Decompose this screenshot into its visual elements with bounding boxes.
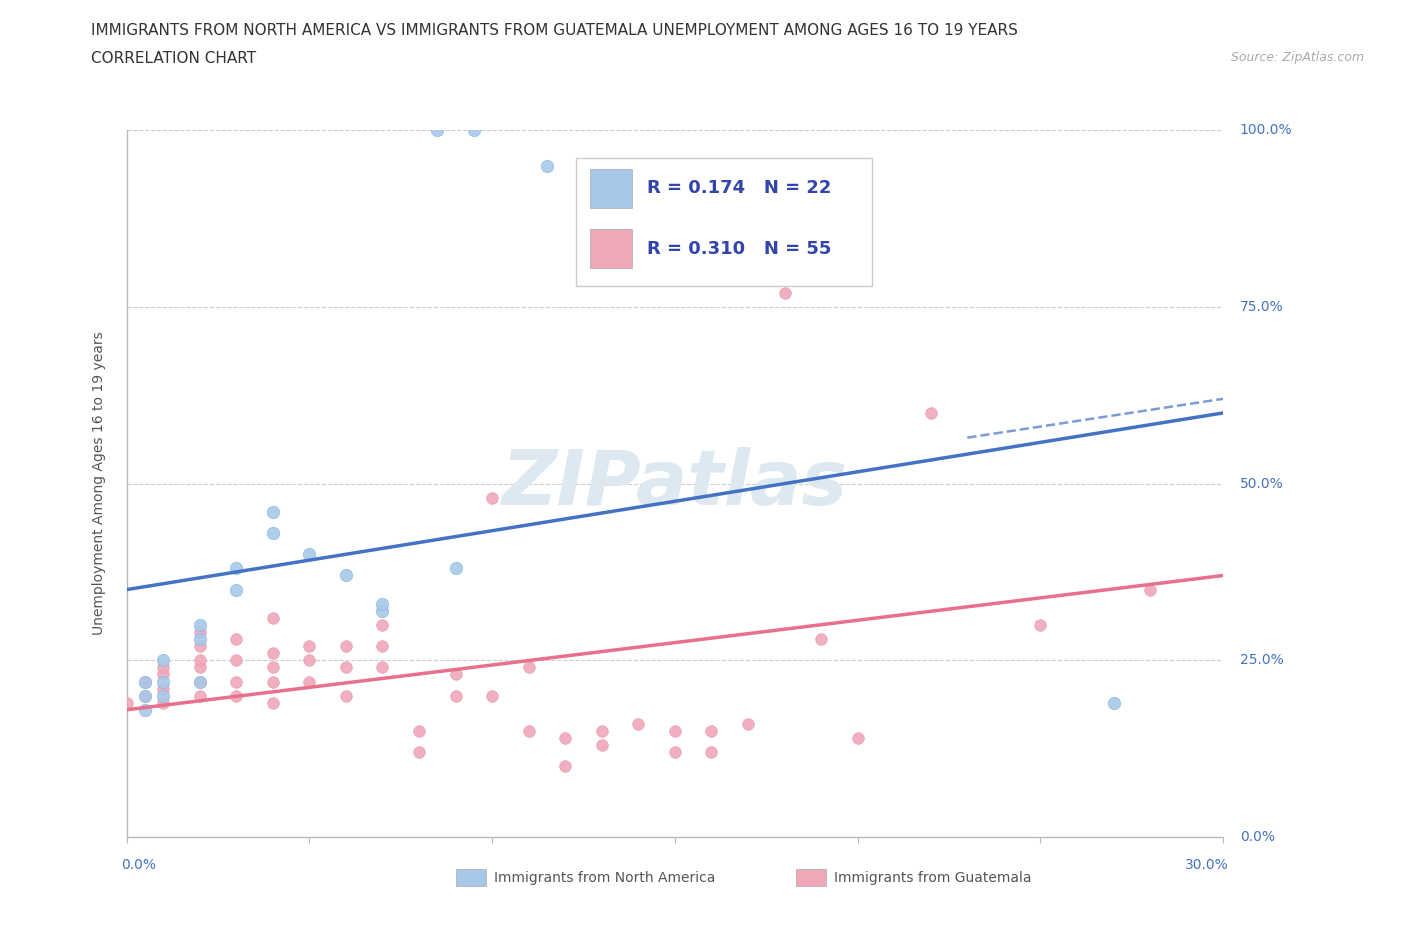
Point (408, 724, 430, 738)
Point (152, 696, 174, 711)
Point (225, 561, 247, 576)
Y-axis label: Unemployment Among Ages 16 to 19 years: Unemployment Among Ages 16 to 19 years (91, 332, 105, 635)
Point (1029, 618, 1052, 632)
Point (1102, 696, 1125, 711)
Point (188, 631, 211, 646)
FancyBboxPatch shape (591, 169, 633, 208)
Point (225, 631, 247, 646)
FancyBboxPatch shape (456, 869, 486, 886)
Point (225, 688, 247, 703)
Text: CORRELATION CHART: CORRELATION CHART (91, 51, 256, 66)
Point (371, 639, 394, 654)
Point (371, 604, 394, 618)
Text: 100.0%: 100.0% (1240, 123, 1292, 138)
Point (664, 745, 686, 760)
Point (225, 582, 247, 597)
Point (444, 667, 467, 682)
Point (262, 610, 284, 625)
Point (700, 724, 723, 738)
Point (188, 674, 211, 689)
Point (188, 660, 211, 675)
Point (737, 716, 759, 731)
Point (188, 653, 211, 668)
Text: 0.0%: 0.0% (1240, 830, 1275, 844)
Point (225, 674, 247, 689)
Point (262, 696, 284, 711)
Point (371, 596, 394, 611)
Point (152, 653, 174, 668)
Point (920, 405, 942, 420)
Point (134, 674, 156, 689)
FancyBboxPatch shape (576, 158, 872, 286)
Point (627, 716, 650, 731)
Point (152, 681, 174, 696)
Text: 25.0%: 25.0% (1240, 653, 1284, 668)
Point (371, 618, 394, 632)
Point (134, 688, 156, 703)
Point (426, 123, 449, 138)
Point (152, 667, 174, 682)
Point (517, 724, 540, 738)
Point (134, 702, 156, 717)
Point (298, 639, 321, 654)
Point (188, 688, 211, 703)
Point (371, 660, 394, 675)
Point (152, 674, 174, 689)
Point (444, 561, 467, 576)
Point (408, 745, 430, 760)
Point (262, 504, 284, 519)
Point (298, 547, 321, 562)
Point (262, 660, 284, 675)
Point (591, 724, 613, 738)
Text: 0.0%: 0.0% (121, 858, 156, 872)
Text: R = 0.310   N = 55: R = 0.310 N = 55 (647, 240, 832, 258)
Point (188, 625, 211, 640)
Point (335, 639, 357, 654)
FancyBboxPatch shape (591, 229, 633, 268)
Point (481, 688, 503, 703)
Point (152, 660, 174, 675)
Point (773, 286, 796, 300)
Point (262, 674, 284, 689)
Point (554, 759, 576, 774)
Point (188, 674, 211, 689)
Point (591, 737, 613, 752)
Point (481, 490, 503, 505)
Point (335, 688, 357, 703)
Text: Immigrants from North America: Immigrants from North America (494, 871, 716, 885)
FancyBboxPatch shape (796, 869, 827, 886)
Point (262, 525, 284, 540)
Point (517, 660, 540, 675)
Point (188, 618, 211, 632)
Point (225, 653, 247, 668)
Text: Immigrants from Guatemala: Immigrants from Guatemala (834, 871, 1032, 885)
Point (262, 645, 284, 660)
Text: 50.0%: 50.0% (1240, 476, 1284, 491)
Point (1139, 582, 1161, 597)
Text: IMMIGRANTS FROM NORTH AMERICA VS IMMIGRANTS FROM GUATEMALA UNEMPLOYMENT AMONG AG: IMMIGRANTS FROM NORTH AMERICA VS IMMIGRA… (91, 23, 1018, 38)
Point (298, 653, 321, 668)
Point (335, 660, 357, 675)
Point (810, 631, 832, 646)
Point (664, 724, 686, 738)
Text: R = 0.174   N = 22: R = 0.174 N = 22 (647, 179, 832, 197)
Point (298, 674, 321, 689)
Point (554, 731, 576, 746)
Point (846, 731, 869, 746)
Text: 75.0%: 75.0% (1240, 299, 1284, 314)
Point (463, 123, 485, 138)
Text: ZIPatlas: ZIPatlas (502, 446, 848, 521)
Point (335, 568, 357, 583)
Point (700, 745, 723, 760)
Point (115, 696, 138, 711)
Point (152, 688, 174, 703)
Point (188, 639, 211, 654)
Text: 30.0%: 30.0% (1185, 858, 1229, 872)
Point (134, 688, 156, 703)
Point (444, 688, 467, 703)
Point (134, 674, 156, 689)
Text: Source: ZipAtlas.com: Source: ZipAtlas.com (1230, 51, 1364, 64)
Point (536, 158, 558, 173)
